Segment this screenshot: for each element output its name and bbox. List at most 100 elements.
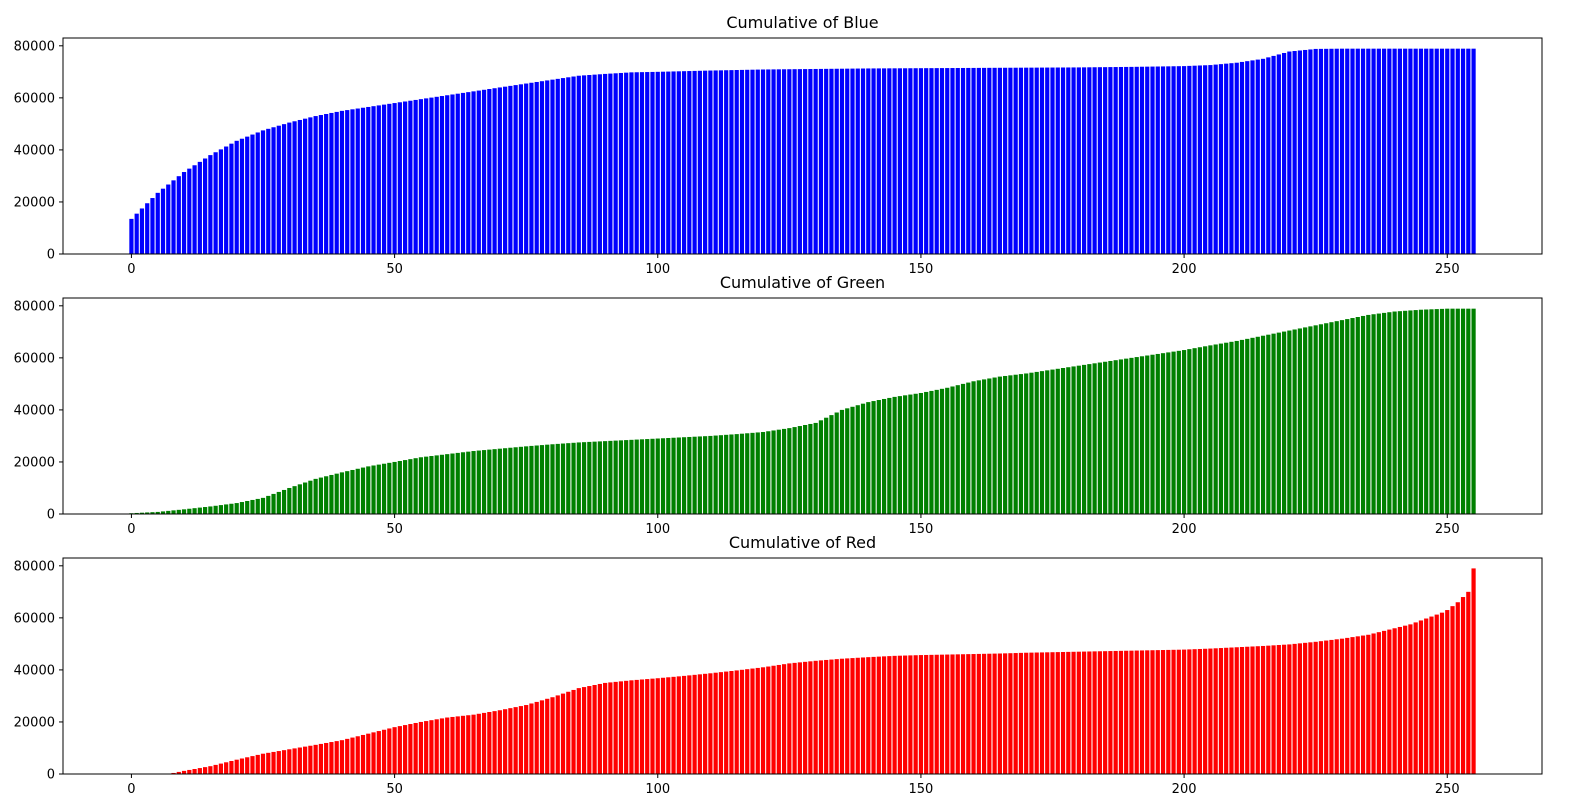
bar (171, 772, 176, 774)
bar (1118, 66, 1124, 255)
bar (908, 655, 913, 774)
bar (1145, 355, 1150, 514)
bar (1334, 48, 1339, 254)
bar (1108, 67, 1113, 254)
bar (1181, 350, 1187, 514)
bar (1324, 323, 1329, 514)
bar (803, 425, 808, 514)
bar (1013, 374, 1018, 514)
bar (1213, 648, 1218, 774)
bar (318, 477, 324, 514)
bar (903, 395, 908, 514)
bar (576, 75, 581, 254)
bar (1076, 651, 1081, 774)
x-tick-label: 200 (1172, 262, 1197, 277)
bar (229, 503, 234, 514)
bar (413, 99, 418, 254)
bar (718, 435, 724, 514)
bar (876, 656, 881, 774)
bar (508, 447, 513, 514)
bar (745, 69, 750, 254)
bar (566, 77, 571, 254)
bar (1124, 650, 1129, 774)
bar (213, 505, 218, 514)
bar (850, 68, 855, 254)
bar (292, 121, 297, 254)
bar (424, 456, 429, 514)
bar (1439, 308, 1445, 514)
bar (1471, 308, 1476, 514)
bar (329, 474, 334, 514)
bar (197, 161, 202, 254)
bar (771, 665, 776, 774)
bar (929, 390, 934, 514)
bar (1266, 57, 1271, 254)
bar (434, 719, 439, 774)
bar (624, 72, 629, 254)
bar (1103, 67, 1108, 255)
bar (271, 127, 276, 254)
bar (1129, 357, 1134, 514)
bar (229, 143, 234, 254)
bar (734, 670, 739, 774)
bar (639, 439, 645, 514)
bar (1424, 48, 1429, 254)
bar (218, 149, 224, 254)
bar (1271, 645, 1276, 774)
x-tick-label: 100 (645, 782, 670, 797)
bar (339, 740, 345, 774)
bars-2 (171, 568, 1476, 774)
bar (1003, 67, 1008, 255)
bar (524, 83, 529, 254)
bar (824, 68, 829, 254)
bar (781, 428, 787, 514)
bar (955, 654, 960, 774)
bar (850, 406, 855, 514)
bar (1350, 637, 1355, 774)
bar (1360, 315, 1366, 514)
bar (1429, 48, 1434, 254)
bar (729, 434, 734, 514)
bar (1129, 66, 1134, 254)
bar (650, 678, 655, 774)
bar (1008, 653, 1013, 774)
bar (1413, 310, 1418, 514)
bar (929, 68, 934, 254)
bar (145, 203, 150, 254)
bar (545, 444, 550, 514)
bar (1292, 643, 1297, 774)
bar (724, 671, 729, 774)
bar (213, 152, 218, 254)
bar (1234, 647, 1239, 774)
bar (981, 379, 987, 514)
bar (1334, 321, 1339, 514)
bar (355, 736, 360, 774)
bar (524, 705, 529, 774)
bar (403, 725, 408, 774)
y-tick-label: 40000 (14, 663, 55, 678)
bar (245, 136, 250, 254)
bar (845, 658, 850, 774)
bar (476, 713, 481, 774)
bar (1345, 319, 1350, 514)
bar (197, 768, 202, 774)
bar (1255, 59, 1260, 254)
bar (1445, 308, 1450, 514)
bar (513, 447, 518, 514)
bar (287, 749, 292, 774)
bar (818, 68, 824, 254)
bar (781, 69, 787, 254)
bar (613, 73, 618, 254)
bar (666, 71, 671, 254)
bar (1150, 354, 1155, 514)
bars-1 (129, 308, 1476, 514)
bar (987, 67, 992, 254)
bar (303, 118, 308, 254)
axes-frame (62, 297, 1543, 515)
bar (1176, 649, 1181, 774)
bar (492, 449, 497, 514)
bar (1097, 362, 1102, 514)
bar (1297, 643, 1302, 774)
bar (976, 380, 981, 514)
